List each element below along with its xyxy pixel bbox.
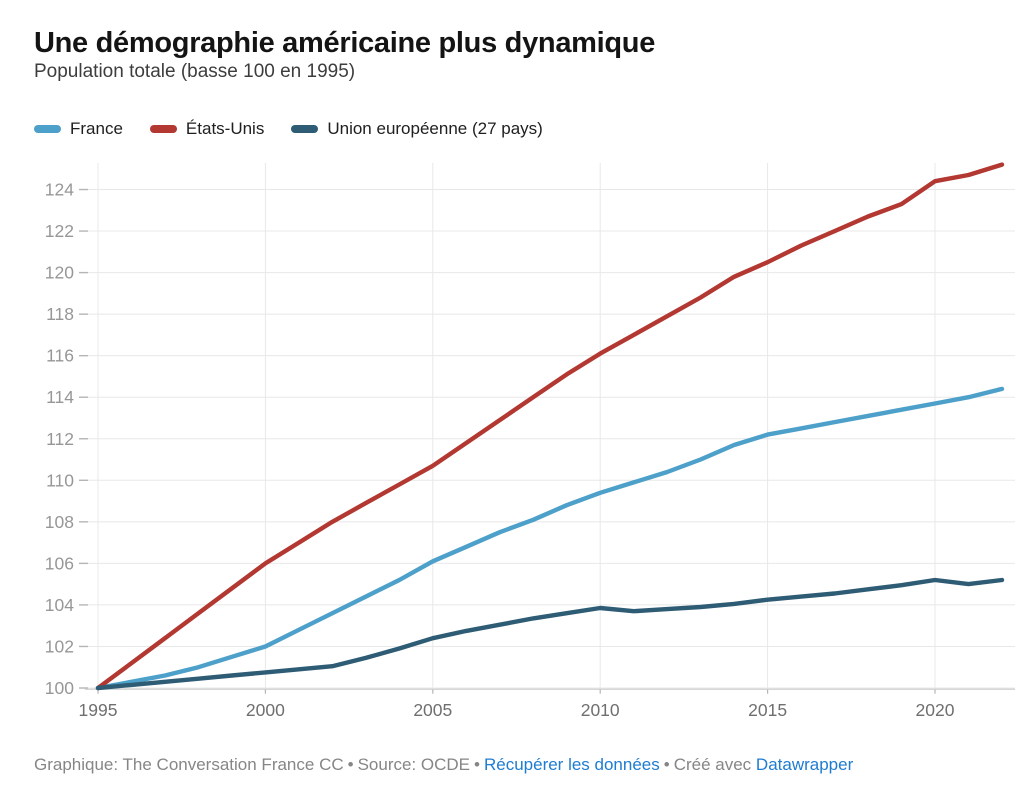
footer-source: Source: OCDE <box>357 755 471 774</box>
data-line-union-europeenne <box>95 577 1005 691</box>
legend-item-france: France <box>34 119 123 139</box>
y-tick-label: 108 <box>45 512 74 532</box>
y-tick-label: 116 <box>46 346 74 366</box>
x-tick-label: 2000 <box>246 700 285 720</box>
legend-swatch-union-europeenne <box>291 125 319 133</box>
x-tick-label: 2015 <box>748 700 787 720</box>
y-tick-label: 100 <box>45 678 74 698</box>
legend-swatch-france <box>34 125 61 133</box>
x-tick-label: 2020 <box>916 700 955 720</box>
y-tick-label: 102 <box>45 636 74 656</box>
y-tick-label: 104 <box>45 595 74 615</box>
footer-made-with: Créé avec <box>673 755 752 774</box>
y-tick-label: 112 <box>46 429 74 449</box>
y-tick-label: 114 <box>46 387 74 407</box>
y-tick-label: 118 <box>46 304 74 324</box>
footer-data-link[interactable]: Récupérer les données <box>483 755 660 774</box>
line-chart-canvas: 100 102 104 106 108 110 112 114 116 118 120 122 124 1… <box>45 162 1015 720</box>
y-tick-label: 124 <box>45 180 74 200</box>
legend-item-etats-unis: États-Unis <box>149 119 265 139</box>
legend-label: France <box>70 119 123 138</box>
data-line-france <box>95 386 1005 691</box>
y-tick-label: 106 <box>45 553 74 573</box>
x-tick-label: 1995 <box>79 700 118 720</box>
legend-label: États-Unis <box>185 119 265 138</box>
footer-credit: Graphique: The Conversation France CC <box>34 755 344 774</box>
legend-item-union-europeenne: Union européenne (27 pays) <box>291 119 543 139</box>
footer-separator: • <box>347 755 354 774</box>
y-tick-label: 110 <box>46 470 74 490</box>
y-tick-label: 120 <box>45 263 74 283</box>
x-tick-label: 2005 <box>413 700 452 720</box>
y-tick-label: 122 <box>45 221 74 241</box>
data-line-etats-unis <box>95 162 1005 691</box>
chart-legend: France États-Unis Union européenne (27 pay… <box>34 119 543 139</box>
legend-label: Union européenne (27 pays) <box>327 119 543 138</box>
chart-subtitle: Population totale (basse 100 en 1995) <box>34 61 356 82</box>
chart-footer: Graphique: The Conversation France CC • So… <box>34 755 1019 775</box>
footer-separator: • <box>474 755 480 774</box>
legend-swatch-etats-unis <box>149 125 177 133</box>
x-tick-label: 2010 <box>581 700 620 720</box>
footer-tool-link[interactable]: Datawrapper <box>755 755 854 774</box>
chart-title: Une démographie américaine plus dynamiqu… <box>34 27 656 60</box>
footer-separator: • <box>663 755 670 774</box>
